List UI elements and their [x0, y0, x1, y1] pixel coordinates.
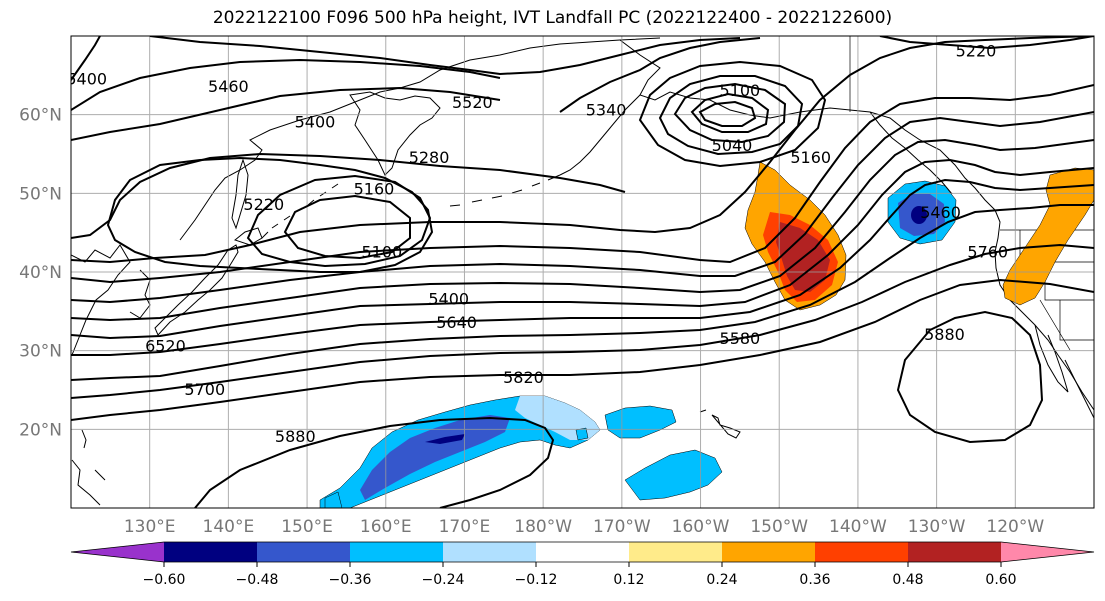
map-title: 2022122100 F096 500 hPa height, IVT Land…: [212, 8, 893, 28]
longitude-label: 170°E: [439, 517, 491, 537]
longitude-label: 150°W: [750, 517, 808, 537]
latitude-label: 20°N: [19, 420, 62, 440]
contour-label: 5640: [436, 313, 477, 332]
ivt-negative-patch-1: [604, 405, 677, 439]
contour-label: 5100: [361, 242, 402, 261]
longitude-label: 130°W: [908, 517, 966, 537]
contour-label: 5280: [409, 148, 450, 167]
contour-label: 6520: [145, 337, 186, 356]
contour-label: 5400: [428, 290, 469, 309]
longitude-label: 150°E: [281, 517, 333, 537]
contour-label: 5220: [956, 42, 997, 61]
longitude-label: 160°E: [360, 517, 412, 537]
longitude-label: 160°W: [672, 517, 730, 537]
latitude-label: 30°N: [19, 342, 62, 362]
contour-labels: 5400 5460 5520 5340 5100 5220 5400 5040 5160 5280…: [66, 42, 1008, 446]
longitude-label: 140°E: [203, 517, 255, 537]
contour-label: 5100: [720, 81, 761, 100]
longitude-labels: 130°E 140°E 150°E 160°E 170°E 180°W 170°W 160°W…: [124, 517, 1045, 537]
contour-label: 5460: [920, 203, 961, 222]
contour-label: 5400: [295, 113, 336, 132]
contour-label: 5460: [208, 77, 249, 96]
ivt-negative-patch-3: [324, 491, 343, 508]
height-contours: [71, 36, 1094, 508]
ivt-negative-patch-2: [624, 449, 723, 501]
latitude-label: 60°N: [19, 106, 62, 126]
contour-label: 5520: [452, 93, 493, 112]
longitude-label: 140°W: [829, 517, 887, 537]
longitude-label: 180°W: [514, 517, 572, 537]
contour-label: 5880: [924, 325, 965, 344]
contour-label: 5160: [354, 179, 395, 198]
contour-label: 5040: [712, 136, 753, 155]
ivt-negative-band-core: [425, 434, 465, 444]
contour-label: 5220: [243, 195, 284, 214]
longitude-label: 130°E: [124, 517, 176, 537]
contour-label: 5340: [586, 101, 627, 120]
contour-label: 5760: [967, 242, 1008, 261]
longitude-label: 170°W: [593, 517, 651, 537]
contour-label: 5400: [66, 69, 107, 88]
contour-label: 5820: [503, 368, 544, 387]
contour-label: 5160: [790, 148, 831, 167]
longitude-label: 120°W: [986, 517, 1044, 537]
contour-label: 5880: [275, 427, 316, 446]
ivt-coast-positive: [1002, 167, 1094, 306]
contour-label: 5580: [720, 329, 761, 348]
contour-label: 5700: [184, 380, 225, 399]
latitude-labels: 20°N 30°N 40°N 50°N 60°N: [19, 106, 62, 441]
ivt-negative-band-dark: [360, 415, 510, 500]
latitude-label: 50°N: [19, 184, 62, 204]
ivt-negative-patch-4: [575, 427, 589, 441]
ivt-negative-cell-core: [911, 206, 927, 224]
map-border: [70, 35, 1095, 509]
coastlines: [71, 37, 1094, 506]
latitude-label: 40°N: [19, 263, 62, 283]
